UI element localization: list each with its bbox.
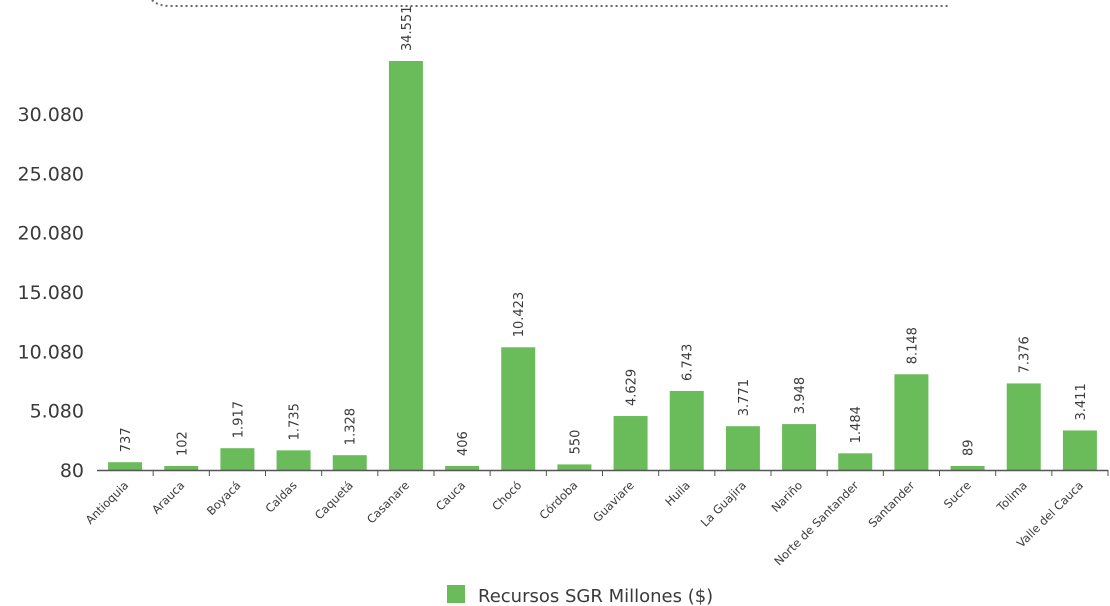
y-tick-label: 5.080 (30, 401, 84, 423)
dotted-frame-decoration (151, 0, 948, 7)
category-label: Arauca (149, 478, 187, 516)
bar (725, 426, 760, 470)
legend-swatch (447, 585, 465, 603)
data-label: 6.743 (681, 344, 696, 381)
data-label: 102 (175, 431, 190, 456)
legend-label: Recursos SGR Millones ($) (478, 586, 713, 606)
bar (613, 416, 648, 470)
bar (950, 466, 985, 470)
bar (332, 455, 367, 470)
data-label: 1.328 (344, 408, 359, 445)
x-axis: Antioquia Arauca Boyacá Caldas Caquetá Casana… (83, 469, 1109, 568)
category-label: Boyacá (204, 478, 244, 518)
data-label: 89 (962, 439, 977, 456)
category-label: Chocó (489, 478, 524, 513)
category-label: Casanare (364, 478, 412, 526)
bar (557, 464, 592, 470)
bar (388, 61, 423, 470)
category-label: Huila (662, 478, 693, 509)
category-label: Antioquia (83, 478, 132, 527)
y-tick-label: 20.080 (18, 223, 84, 245)
category-label: Santander (865, 478, 917, 530)
legend: Recursos SGR Millones ($) (447, 585, 713, 606)
data-label: 8.148 (905, 327, 920, 364)
category-label: Guaviare (590, 478, 637, 525)
data-label: 3.411 (1074, 383, 1089, 420)
category-label: Córdoba (536, 478, 580, 522)
category-label: La Guajira (698, 478, 749, 529)
bar (445, 466, 480, 470)
bars (108, 61, 1097, 470)
bar (782, 424, 817, 470)
data-label: 10.423 (512, 292, 527, 338)
y-tick-label: 25.080 (18, 163, 84, 185)
category-label: Caquetá (312, 478, 356, 522)
data-label: 1.917 (231, 401, 246, 438)
bar (1062, 430, 1097, 470)
bar (1006, 383, 1041, 470)
category-label: Nariño (769, 478, 806, 515)
data-label: 34.551 (400, 6, 415, 52)
data-label: 550 (568, 430, 583, 455)
data-label: 737 (119, 427, 134, 452)
data-labels: 737 102 1.917 1.735 1.328 34.551 406 10.423 550 4… (119, 6, 1089, 457)
category-label: Cauca (433, 478, 468, 513)
bar (838, 453, 873, 470)
bar (501, 347, 536, 470)
data-label: 3.948 (793, 377, 808, 414)
bar (894, 374, 929, 470)
bar (108, 462, 143, 470)
category-label: Tolima (993, 478, 1030, 515)
data-label: 7.376 (1018, 336, 1033, 373)
data-label: 4.629 (625, 369, 640, 406)
y-tick-label: 30.080 (18, 104, 84, 126)
y-tick-label: 15.080 (18, 282, 84, 304)
data-label: 1.735 (288, 403, 303, 440)
y-axis: 80 5.080 10.080 15.080 20.080 25.080 30.080 (18, 104, 84, 482)
data-label: 3.771 (737, 379, 752, 416)
category-label: Sucre (941, 478, 974, 511)
data-label: 1.484 (849, 406, 864, 443)
bar (276, 450, 311, 470)
y-tick-label: 10.080 (18, 341, 84, 363)
y-tick-label: 80 (60, 460, 84, 482)
category-label: Caldas (262, 478, 299, 515)
bar (669, 390, 704, 470)
data-label: 406 (456, 431, 471, 456)
bar (220, 448, 255, 470)
bar (164, 466, 199, 470)
